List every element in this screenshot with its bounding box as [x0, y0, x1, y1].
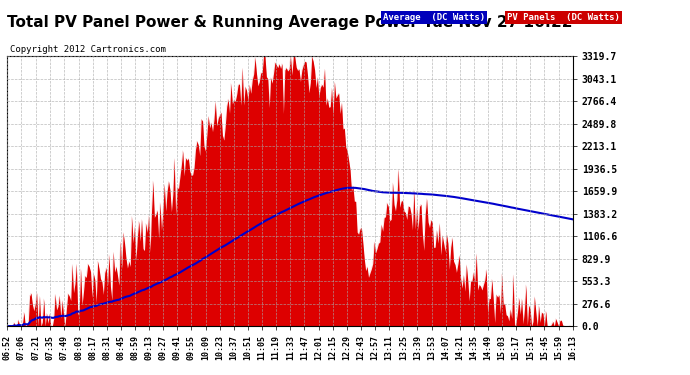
- Text: Copyright 2012 Cartronics.com: Copyright 2012 Cartronics.com: [10, 45, 166, 54]
- Text: PV Panels  (DC Watts): PV Panels (DC Watts): [507, 13, 620, 22]
- Text: Average  (DC Watts): Average (DC Watts): [383, 13, 485, 22]
- Text: Total PV Panel Power & Running Average Power Tue Nov 27 16:22: Total PV Panel Power & Running Average P…: [7, 15, 573, 30]
